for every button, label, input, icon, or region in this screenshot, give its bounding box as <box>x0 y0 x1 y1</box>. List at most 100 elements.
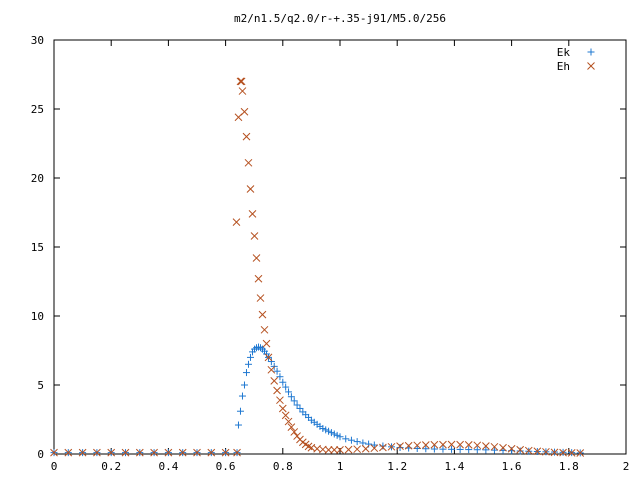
data-point <box>236 407 244 415</box>
x-tick-label: 0 <box>51 460 58 473</box>
data-point <box>287 423 296 431</box>
legend-marker <box>587 62 595 70</box>
data-point <box>246 353 254 361</box>
y-tick-label: 0 <box>37 448 44 461</box>
data-point <box>135 448 144 457</box>
data-point <box>490 442 499 451</box>
data-point <box>482 442 490 450</box>
data-point <box>507 444 516 453</box>
data-point <box>252 254 261 262</box>
data-point <box>207 448 216 457</box>
data-point <box>327 429 335 437</box>
data-point <box>464 441 473 449</box>
data-point <box>178 448 187 457</box>
data-point <box>164 448 173 457</box>
y-axis: 0 5 10 15 20 25 30 <box>31 34 626 461</box>
data-point <box>279 378 287 386</box>
data-point <box>421 441 430 449</box>
data-point <box>221 448 230 457</box>
x-axis: 0 0.2 0.4 0.6 0.8 1 1.2 1.4 1.6 1.8 2 <box>51 40 629 473</box>
data-point <box>325 427 333 435</box>
data-point <box>542 447 550 456</box>
data-point <box>276 396 284 405</box>
y-tick-label: 25 <box>31 103 44 116</box>
series-ek <box>50 343 584 457</box>
data-point <box>244 158 253 167</box>
x-tick-label: 0.2 <box>101 460 121 473</box>
data-point <box>379 443 387 452</box>
data-point <box>344 445 353 454</box>
plot-frame <box>53 39 627 455</box>
data-point <box>353 438 361 446</box>
data-point <box>336 433 344 441</box>
data-point <box>490 446 498 454</box>
legend-label: Eh <box>557 60 570 73</box>
data-point <box>413 444 421 452</box>
data-point <box>256 294 265 302</box>
data-point <box>413 441 422 450</box>
x-tick-label: 1.8 <box>559 460 579 473</box>
data-point <box>336 446 344 454</box>
data-point <box>234 421 242 429</box>
data-point <box>242 132 251 141</box>
data-point <box>324 446 333 454</box>
y-tick-label: 30 <box>31 34 44 47</box>
data-point <box>287 393 295 401</box>
data-point <box>430 440 439 449</box>
data-point <box>430 445 438 453</box>
data-point <box>238 87 247 95</box>
data-point <box>379 442 387 450</box>
data-point <box>264 353 273 362</box>
x-tick-label: 0.6 <box>216 460 236 473</box>
data-point <box>232 218 241 227</box>
data-point <box>330 446 339 454</box>
data-point <box>267 365 276 374</box>
data-point <box>330 430 338 438</box>
data-point <box>244 360 252 368</box>
data-point <box>439 440 447 449</box>
data-point <box>448 445 456 453</box>
data-point <box>370 444 379 453</box>
y-tick-label: 20 <box>31 172 44 185</box>
data-point <box>254 274 263 283</box>
data-point <box>290 428 299 436</box>
data-point <box>233 448 241 457</box>
data-point <box>260 325 269 334</box>
data-point <box>473 441 482 450</box>
data-point <box>242 369 250 377</box>
data-point <box>322 426 330 434</box>
data-point <box>296 404 304 412</box>
data-point <box>396 442 404 450</box>
data-point <box>273 367 281 375</box>
x-tick-label: 0.4 <box>158 460 178 473</box>
y-tick-label: 5 <box>37 379 44 392</box>
data-point <box>333 431 341 439</box>
series-eh <box>50 77 585 457</box>
series-layer <box>50 77 585 457</box>
data-point <box>387 442 396 451</box>
data-point <box>258 310 267 319</box>
data-point <box>93 448 101 457</box>
data-point <box>559 448 567 457</box>
data-point <box>250 232 259 240</box>
x-tick-label: 1 <box>337 460 344 473</box>
data-point <box>240 107 249 116</box>
x-tick-label: 1.4 <box>444 460 464 473</box>
data-point <box>238 392 246 400</box>
data-point <box>456 440 464 449</box>
data-point <box>240 381 248 389</box>
data-point <box>567 449 576 457</box>
data-point <box>150 448 158 457</box>
data-point <box>319 424 327 432</box>
data-point <box>121 448 130 457</box>
data-point <box>246 185 255 193</box>
data-point <box>353 445 362 454</box>
x-tick-label: 1.6 <box>502 460 522 473</box>
y-tick-label: 15 <box>31 241 44 254</box>
data-point <box>262 339 271 348</box>
x-tick-label: 1.2 <box>387 460 407 473</box>
data-point <box>248 210 257 218</box>
data-point <box>281 411 290 420</box>
data-point <box>284 417 293 426</box>
